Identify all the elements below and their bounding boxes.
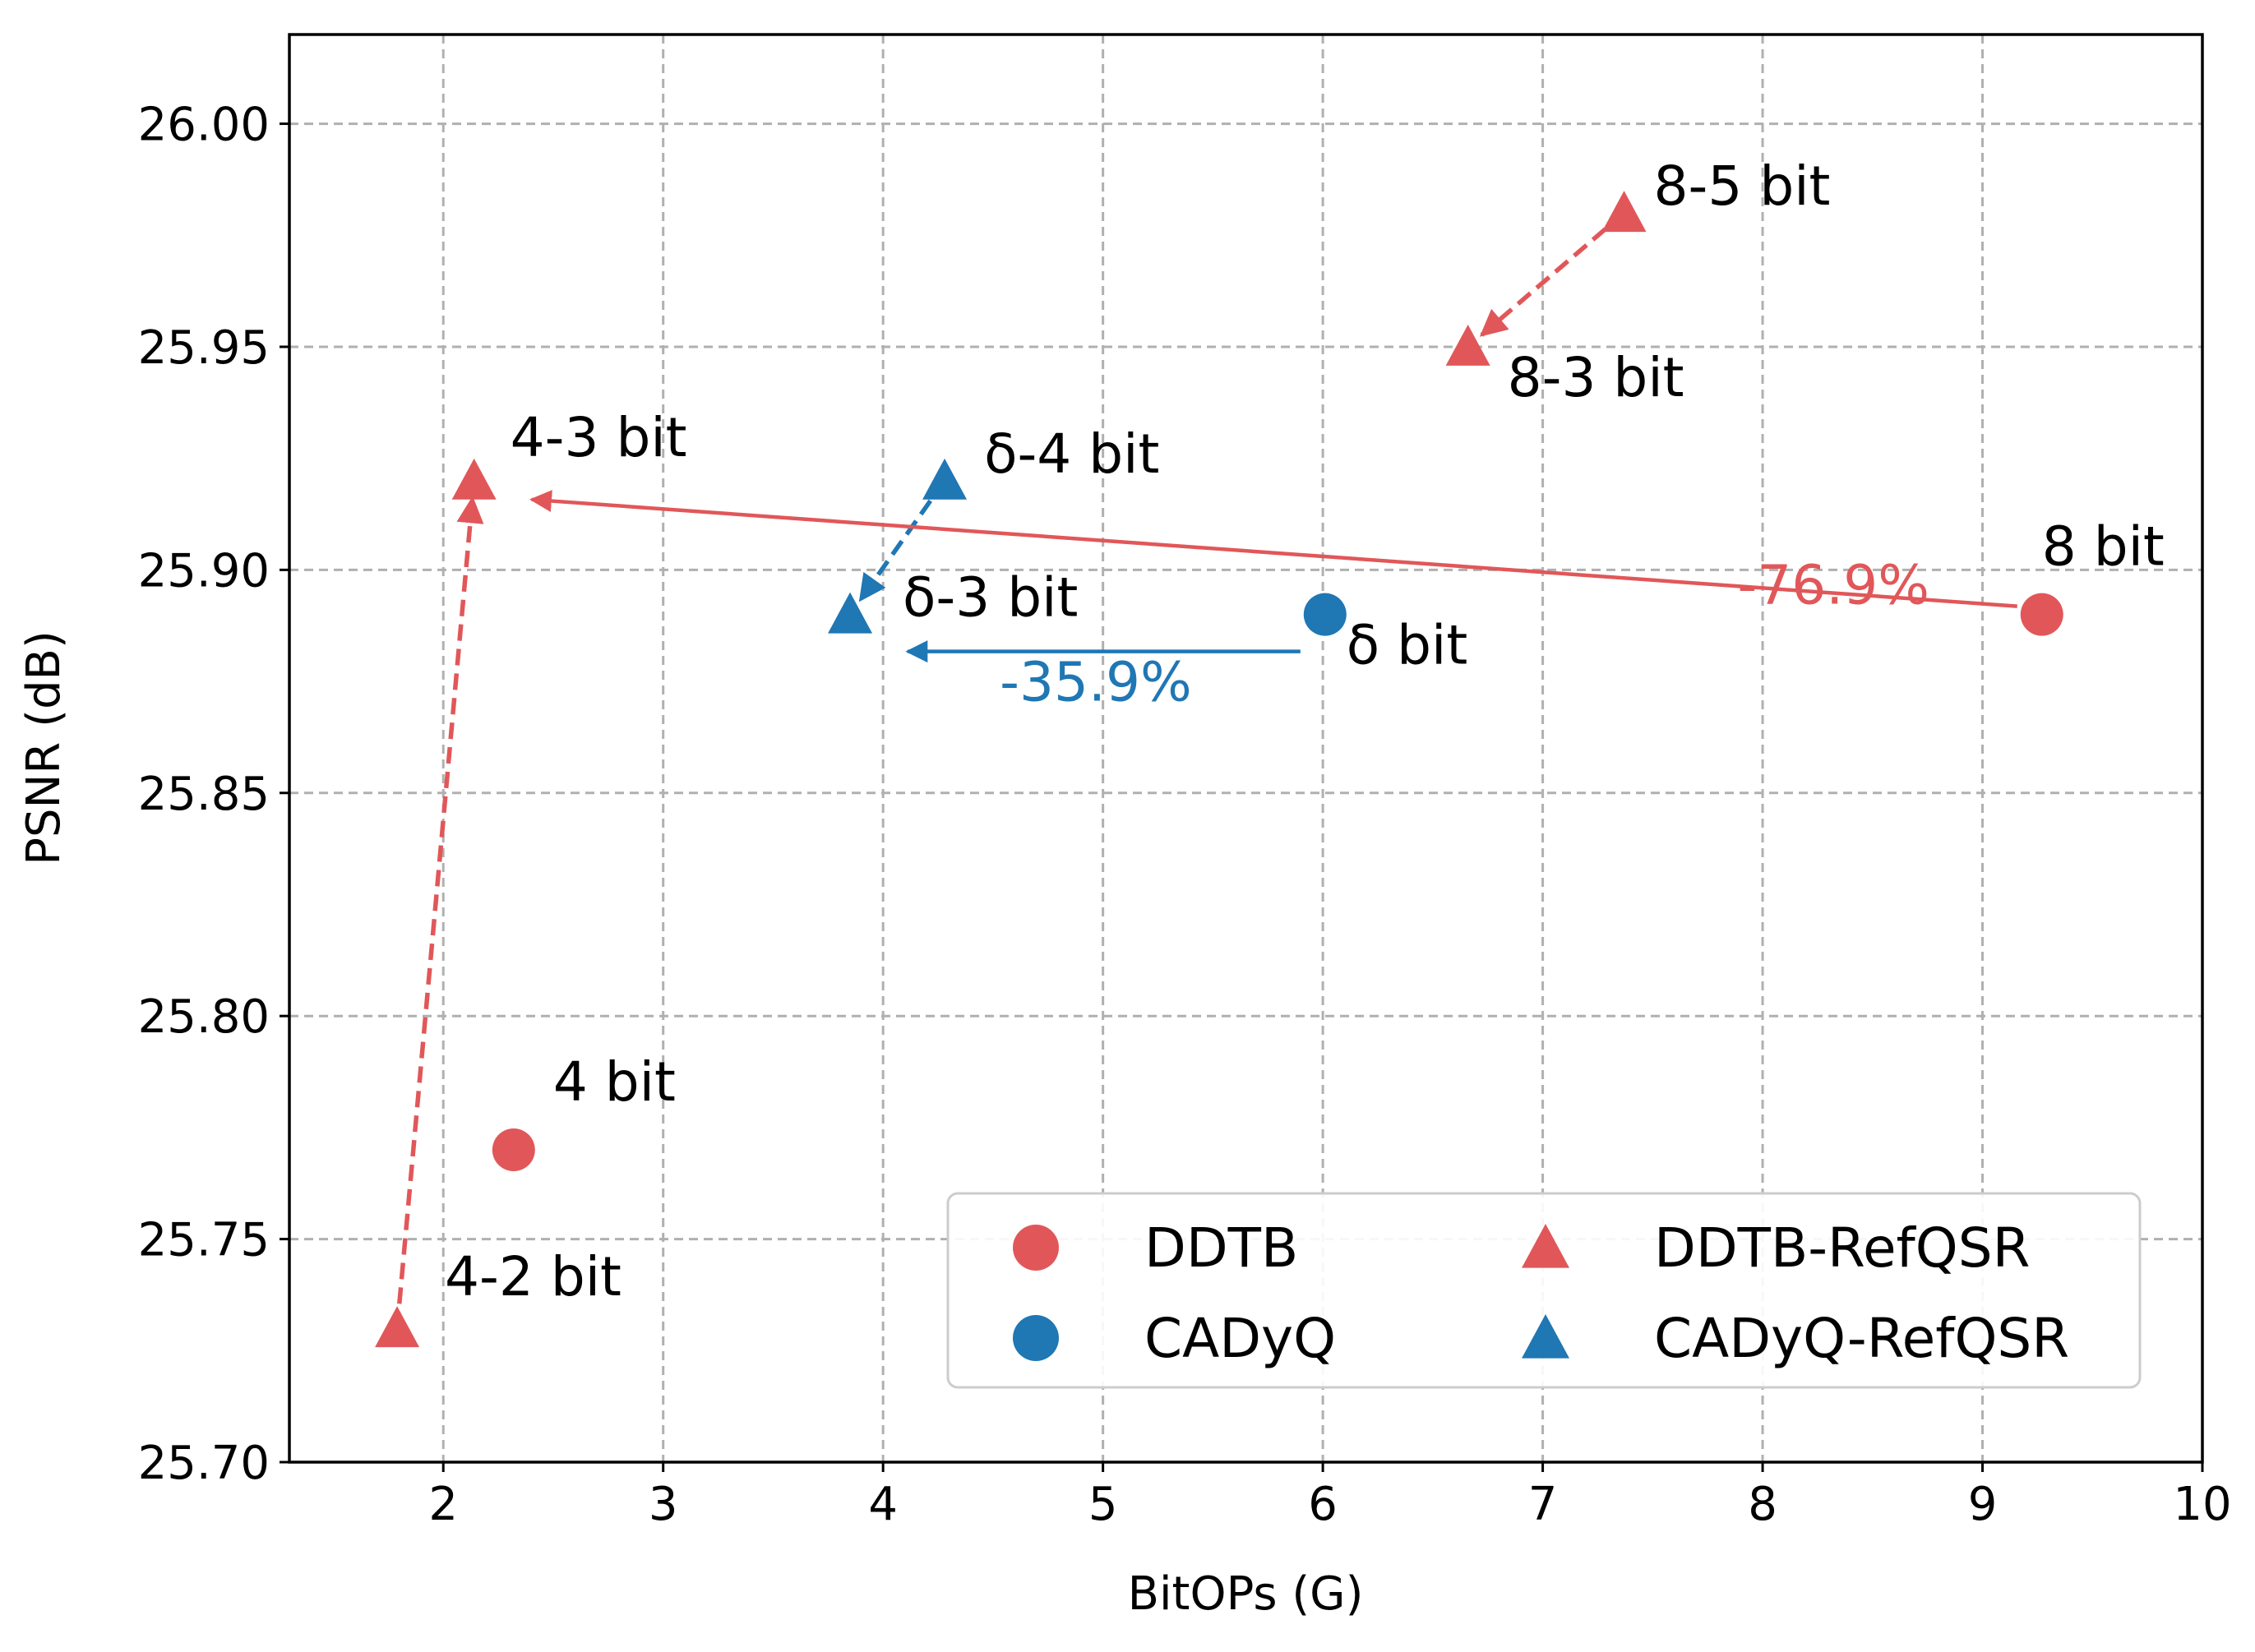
ddtb-refqsr-point-8-3-bit [1445, 324, 1490, 366]
x-tick-label: 9 [1968, 1478, 1998, 1531]
legend-ddtb-label: DDTB [1144, 1216, 1298, 1280]
x-tick-label: 8 [1748, 1478, 1777, 1531]
y-tick-label: 25.95 [138, 321, 270, 375]
point-label-delta-3-bit: δ-3 bit [903, 566, 1078, 630]
x-tick-label: 7 [1528, 1478, 1558, 1531]
data-points [375, 191, 2063, 1348]
y-tick-label: 26.00 [138, 99, 270, 152]
legend-cadyq-marker [1013, 1315, 1059, 1361]
legend-ddtb-marker [1013, 1225, 1059, 1271]
y-axis: 25.70 25.75 25.80 25.85 25.90 25.95 26.00 [138, 99, 289, 1490]
reduction-arrow [529, 490, 2017, 608]
y-tick-label: 25.85 [138, 768, 270, 821]
x-axis-title: BitOPs (G) [1128, 1567, 1364, 1621]
ddtb-refqsr-point-4-2-bit [375, 1306, 420, 1348]
ddtb-refqsr-point-8-5-bit [1601, 191, 1647, 233]
legend-ddtb-refqsr-marker [1522, 1224, 1569, 1268]
point-label-delta-bit: δ bit [1347, 614, 1467, 677]
legend-cadyq-refqsr-label: CADyQ-RefQSR [1654, 1307, 2069, 1370]
legend-ddtb-refqsr-label: DDTB-RefQSR [1654, 1216, 2031, 1280]
connectors [395, 211, 2017, 1329]
ddtb-refqsr-point-4-3-bit [451, 458, 497, 500]
legend-cadyq-label: CADyQ [1144, 1307, 1336, 1370]
x-tick-label: 6 [1308, 1478, 1338, 1531]
y-tick-label: 25.80 [138, 990, 270, 1044]
point-label-4-2-bit: 4-2 bit [445, 1245, 622, 1308]
ddtb-point-4-bit [492, 1128, 535, 1172]
cadyq-point-delta-bit [1303, 593, 1347, 636]
point-label-4-bit: 4 bit [553, 1050, 676, 1114]
reduction-label: -76.9% [1737, 554, 1929, 617]
annotations: -76.9% -35.9% 4 bit 8 bit δ bit 4-2 bit 4-3 bi… [445, 155, 2165, 1308]
legend: DDTB DDTB-RefQSR CADyQ CADyQ-RefQSR [946, 1192, 2142, 1389]
cadyq-refqsr-point-delta-3-bit [828, 592, 873, 634]
x-tick-label: 10 [2173, 1478, 2231, 1531]
plot-frame [288, 33, 2204, 1464]
point-label-8-5-bit: 8-5 bit [1654, 155, 1831, 218]
point-label-4-3-bit: 4-3 bit [511, 406, 687, 469]
point-label-delta-4-bit: δ-4 bit [984, 422, 1159, 486]
y-axis-title: PSNR (dB) [17, 630, 71, 865]
legend-frame [946, 1192, 2142, 1389]
x-tick-label: 5 [1088, 1478, 1118, 1531]
dashed-arrow [1479, 211, 1626, 337]
x-tick-label: 4 [868, 1478, 898, 1531]
y-tick-label: 25.75 [138, 1214, 270, 1267]
x-tick-label: 3 [649, 1478, 678, 1531]
reduction-label: -35.9% [1000, 651, 1191, 714]
dashed-arrow [395, 496, 484, 1329]
point-label-8-bit: 8 bit [2042, 515, 2165, 579]
legend-cadyq-refqsr-marker [1522, 1314, 1569, 1359]
point-label-8-3-bit: 8-3 bit [1508, 346, 1684, 409]
y-tick-label: 25.90 [138, 544, 270, 598]
x-tick-label: 2 [428, 1478, 458, 1531]
ddtb-point-8-bit [2020, 593, 2063, 636]
y-tick-label: 25.70 [138, 1437, 270, 1490]
x-axis: 2 3 4 5 6 7 8 9 10 [428, 1462, 2232, 1531]
cadyq-refqsr-point-delta-4-bit [922, 458, 968, 500]
